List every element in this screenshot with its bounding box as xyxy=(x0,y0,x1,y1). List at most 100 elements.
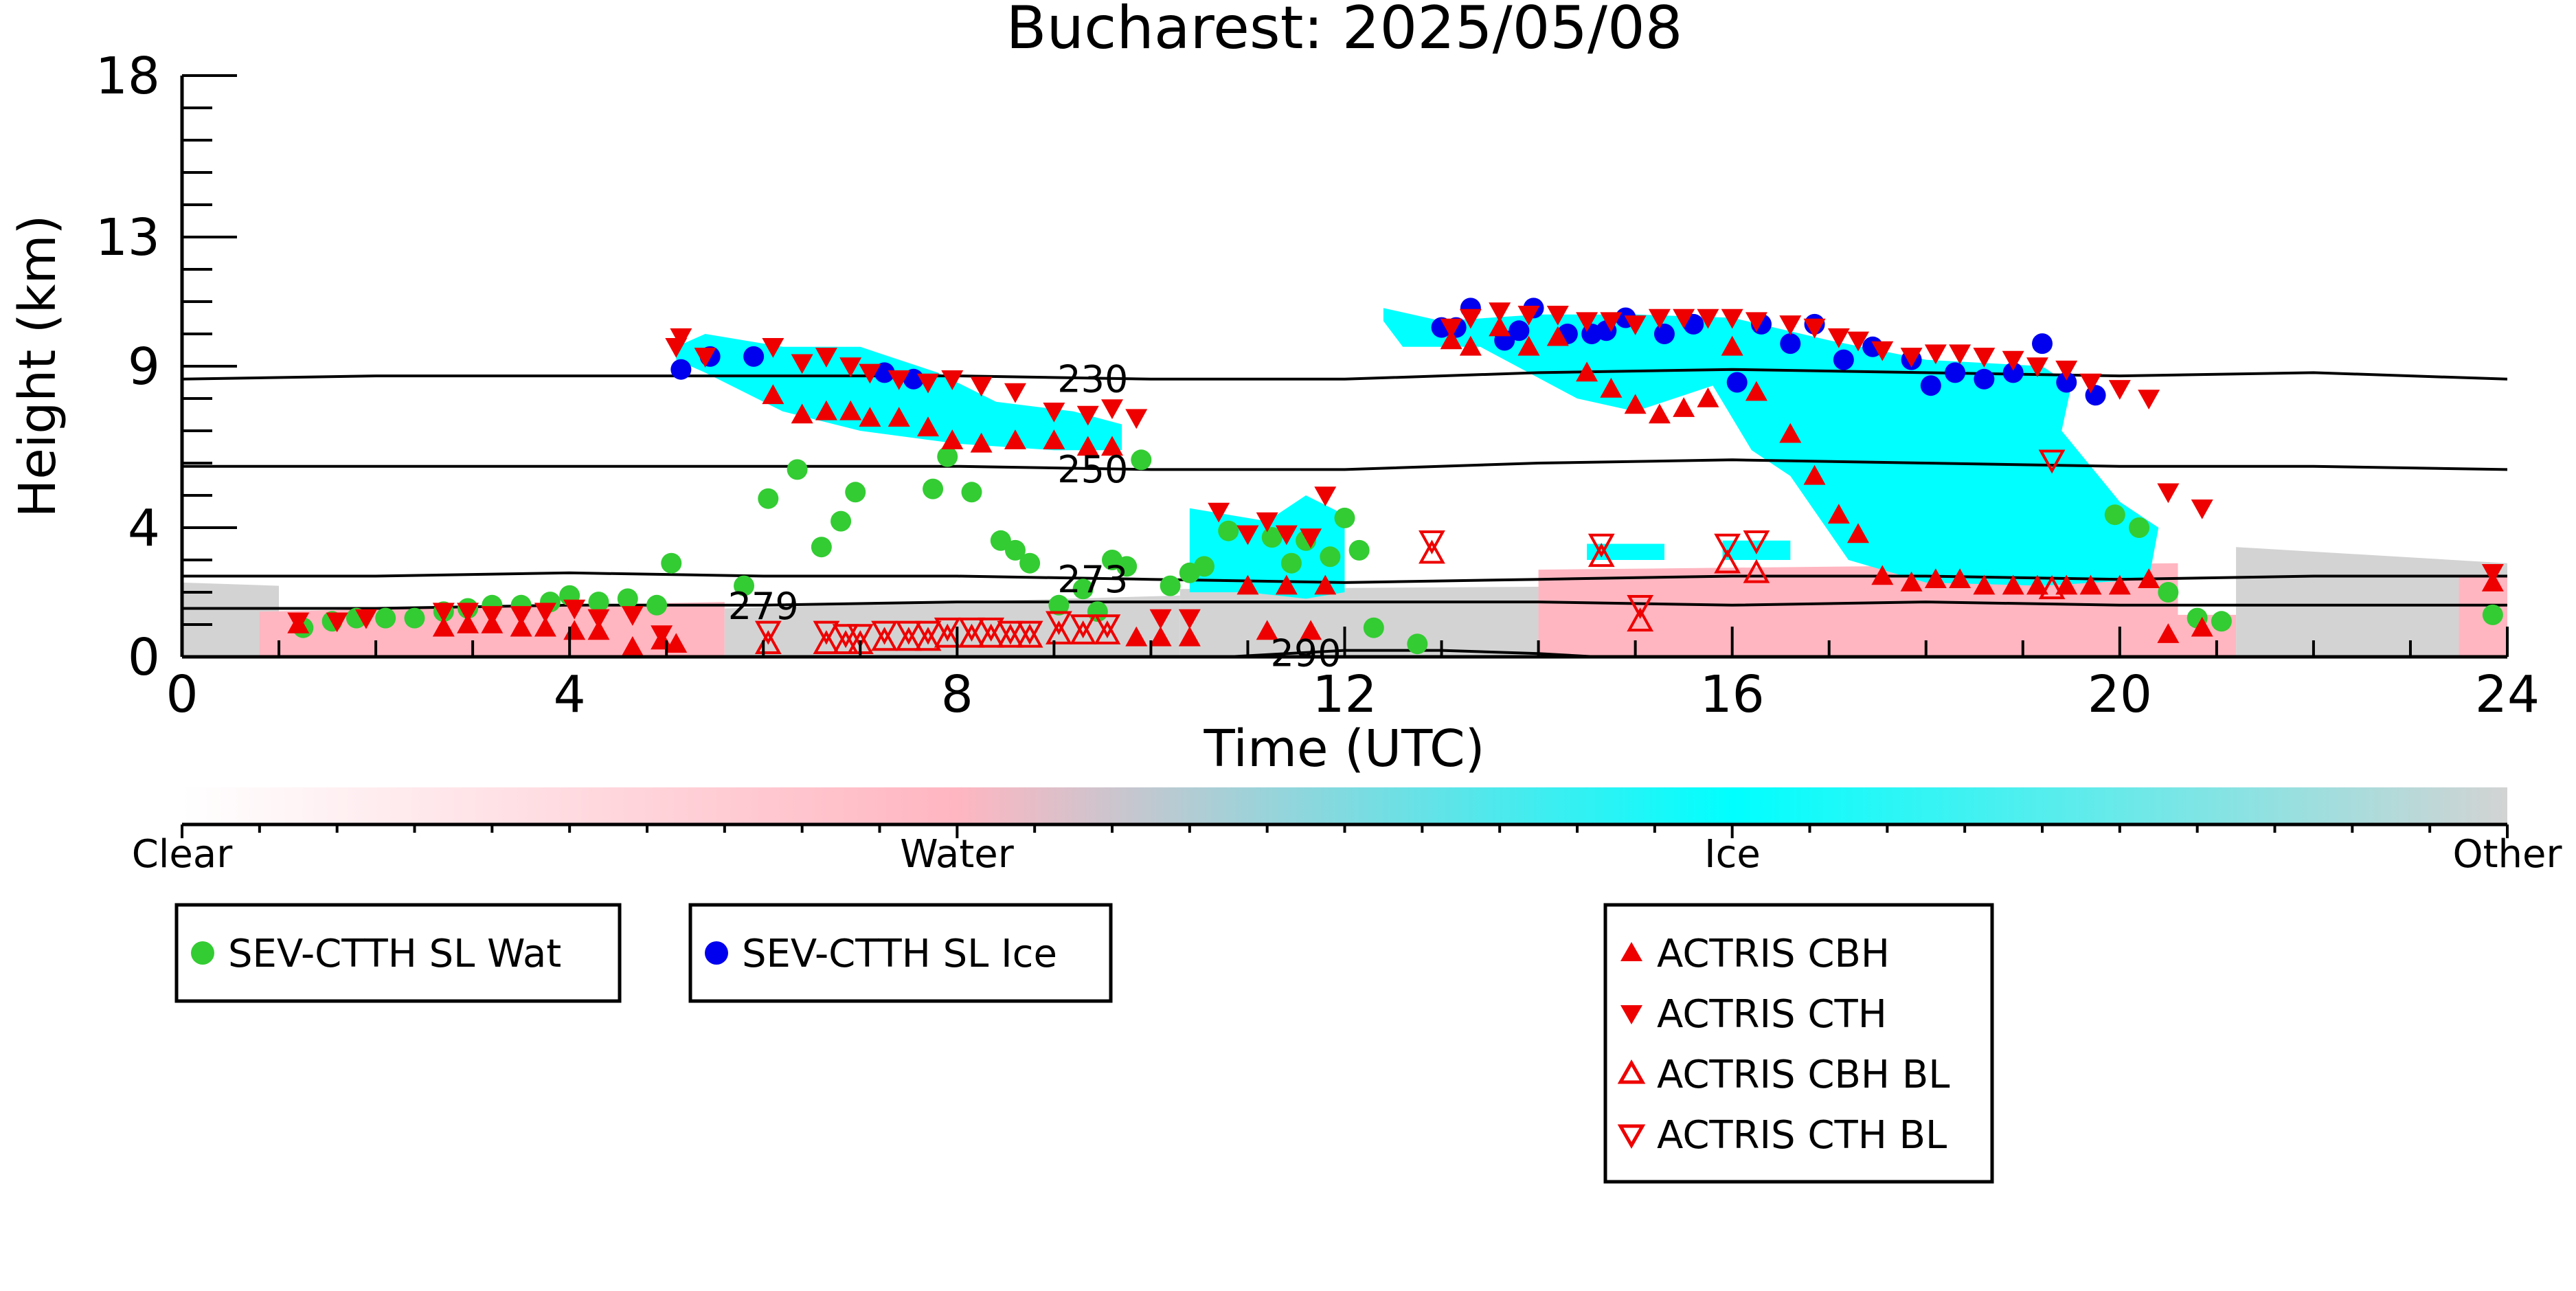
point-actris-cbh xyxy=(1275,574,1298,595)
point-sev-ctth-sl-wat xyxy=(937,446,958,467)
point-sev-ctth-sl-ice xyxy=(1945,362,1966,383)
point-actris-cth xyxy=(621,606,644,626)
point-actris-cth-bl xyxy=(895,620,923,645)
point-actris-cth-bl xyxy=(997,620,1024,645)
point-actris-cbh xyxy=(2055,574,2078,595)
point-sev-ctth-sl-wat xyxy=(811,537,832,558)
point-actris-cbh-bl xyxy=(914,627,942,651)
point-actris-cth xyxy=(1576,312,1598,333)
colorbar-label-other: Other xyxy=(2452,832,2562,877)
legend-marker-actris-cbh-bl xyxy=(1617,1059,1646,1084)
point-actris-cbh xyxy=(1004,429,1026,449)
point-actris-cbh-bl xyxy=(2038,575,2066,600)
series-actris-cth-bl xyxy=(754,449,2066,649)
point-actris-cbh xyxy=(1847,523,1870,543)
chart-title: Bucharest: 2025/05/08 xyxy=(1006,0,1683,63)
point-actris-cth xyxy=(670,328,692,348)
y-ticks: 0 4 9 13 18 xyxy=(95,47,237,687)
point-actris-cbh xyxy=(621,636,644,656)
point-actris-cbh-bl xyxy=(1714,549,1741,574)
point-actris-cbh-bl xyxy=(832,630,859,654)
colorbar-label-clear: Clear xyxy=(132,832,233,877)
point-actris-cth-bl xyxy=(754,620,782,645)
point-sev-ctth-sl-ice xyxy=(2032,333,2053,355)
point-actris-cth xyxy=(2026,357,2048,377)
x-axis-label: Time (UTC) xyxy=(1203,719,1484,778)
point-actris-cth xyxy=(970,377,993,397)
point-sev-ctth-sl-wat xyxy=(1160,575,1181,596)
point-actris-cbh xyxy=(1697,388,1719,407)
legend-actris: ACTRIS CBH ACTRIS CTH ACTRIS CBH BL ACTR… xyxy=(1603,903,1994,1184)
background-region-other xyxy=(2236,547,2507,657)
point-actris-cbh xyxy=(1300,620,1322,640)
point-actris-cth xyxy=(1673,308,1695,329)
point-actris-cbh xyxy=(1440,329,1462,350)
point-actris-cth-bl xyxy=(832,624,859,649)
contour-line-290 xyxy=(1228,649,1597,657)
series-actris-cbh-bl xyxy=(754,539,2066,654)
contour-label-279: 279 xyxy=(728,585,799,628)
legend-label-actris-cbh-bl: ACTRIS CBH BL xyxy=(1657,1053,1950,1097)
point-actris-cbh-bl xyxy=(1588,543,1615,568)
point-actris-cth-bl xyxy=(914,620,942,645)
legend-label-actris-cth: ACTRIS CTH xyxy=(1657,992,1887,1037)
point-sev-ctth-sl-ice xyxy=(670,359,692,380)
point-actris-cbh xyxy=(839,400,862,420)
point-sev-ctth-sl-wat xyxy=(1261,527,1283,548)
legend-marker-sev-wat xyxy=(191,941,214,965)
point-actris-cth xyxy=(859,363,881,384)
point-actris-cth-bl xyxy=(2038,449,2066,474)
contour-label-230: 230 xyxy=(1057,357,1128,401)
point-actris-cbh xyxy=(432,616,455,637)
point-actris-cbh xyxy=(2079,574,2102,595)
point-actris-cth xyxy=(1600,312,1623,333)
point-actris-cth xyxy=(762,338,784,358)
point-actris-cth-bl xyxy=(813,620,840,645)
point-actris-cth xyxy=(1208,502,1230,523)
point-actris-cth-bl xyxy=(978,617,1005,642)
point-sev-ctth-sl-ice xyxy=(1653,324,1675,344)
point-sev-ctth-sl-ice xyxy=(1920,375,1941,396)
point-actris-cth xyxy=(1827,328,1850,348)
point-actris-cth xyxy=(587,609,610,629)
point-actris-cbh xyxy=(510,616,532,637)
x-tick-label: 4 xyxy=(554,665,586,724)
point-actris-cth xyxy=(510,606,532,626)
point-actris-cth xyxy=(1101,399,1123,420)
point-actris-cbh xyxy=(1178,626,1201,647)
point-sev-ctth-sl-wat xyxy=(1280,552,1302,574)
point-actris-cbh xyxy=(1871,565,1894,585)
point-actris-cbh xyxy=(1314,574,1337,595)
point-sev-ctth-sl-wat xyxy=(1348,539,1370,561)
legend-label-sev-ice: SEV-CTTH SL Ice xyxy=(742,932,1057,976)
point-actris-cth xyxy=(563,599,586,620)
point-actris-cbh-bl xyxy=(997,623,1024,648)
point-sev-ctth-sl-wat xyxy=(1004,539,1026,561)
x-tick-label: 12 xyxy=(1312,665,1377,724)
point-actris-cbh-bl xyxy=(1070,620,1097,644)
point-actris-cth-bl xyxy=(1588,533,1615,558)
point-actris-cbh xyxy=(1949,568,1971,588)
point-actris-cth xyxy=(815,348,837,368)
point-sev-ctth-sl-ice xyxy=(874,362,895,383)
point-sev-ctth-sl-wat xyxy=(961,482,982,503)
colorbar-ticks xyxy=(181,824,2509,838)
point-actris-cth-bl xyxy=(1714,533,1741,558)
point-actris-cth xyxy=(1236,525,1259,546)
point-actris-cth xyxy=(326,612,348,633)
ice-cloud-region xyxy=(1383,308,2159,586)
ice-cloud-region xyxy=(676,334,1122,451)
point-actris-cbh xyxy=(1256,620,1278,640)
point-actris-cbh-bl xyxy=(813,630,840,654)
point-sev-ctth-sl-wat xyxy=(646,594,668,616)
point-actris-cth-bl xyxy=(958,617,985,642)
point-actris-cbh-bl xyxy=(1743,559,1770,583)
y-tick-label: 4 xyxy=(128,499,160,558)
point-actris-cth xyxy=(2108,380,2131,400)
point-sev-ctth-sl-wat xyxy=(617,588,638,609)
point-actris-cbh xyxy=(2157,623,2180,643)
point-actris-cth xyxy=(1697,308,1719,329)
legend-label-actris-cth-bl: ACTRIS CTH BL xyxy=(1657,1113,1947,1158)
colorbar-label-water: Water xyxy=(900,832,1015,877)
